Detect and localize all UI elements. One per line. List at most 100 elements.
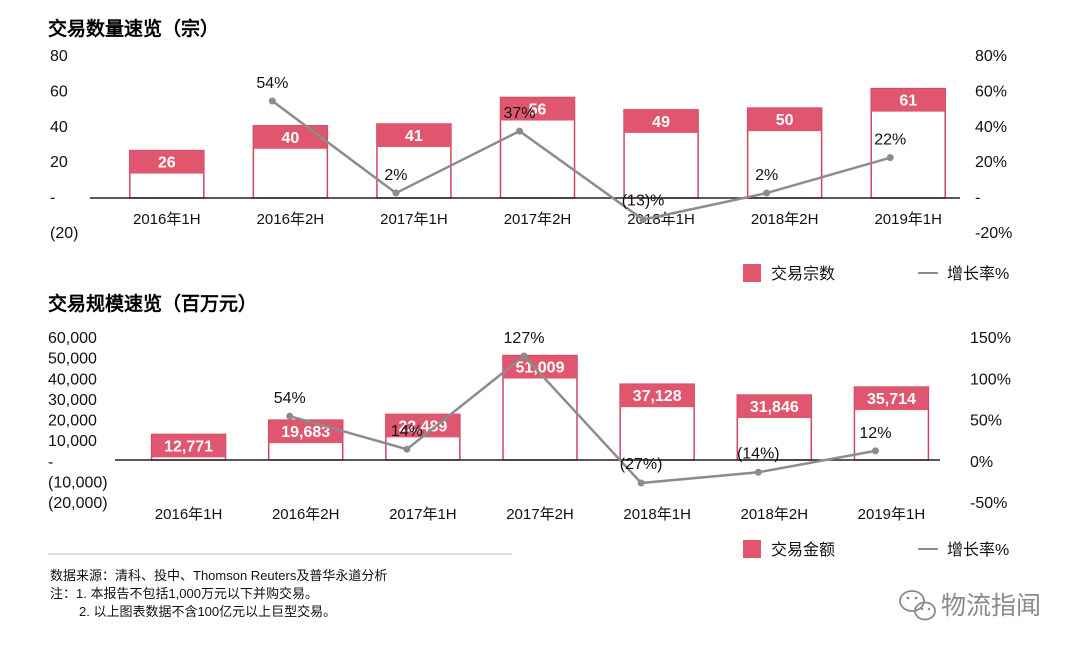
left-tick-label: 20,000 xyxy=(48,413,97,430)
growth-label: (14%) xyxy=(737,445,780,462)
right-tick-label: 20% xyxy=(975,154,1007,171)
right-tick-label: 60% xyxy=(975,83,1007,100)
category-label: 2017年1H xyxy=(389,506,457,523)
growth-point xyxy=(763,189,771,197)
right-tick-label: - xyxy=(975,190,980,207)
left-tick-label: (10,000) xyxy=(48,474,108,491)
growth-point xyxy=(520,352,528,360)
chart-1-legend: 交易宗数 增长率% xyxy=(743,264,1009,283)
category-label: 2018年1H xyxy=(623,506,691,523)
chart-2-left-axis: 60,000 50,000 40,000 30,000 20,000 10,000 - (10… xyxy=(48,330,108,512)
bar-cap xyxy=(253,125,328,149)
bar-value-label: 61 xyxy=(899,93,917,110)
growth-label: (13)% xyxy=(622,193,665,210)
bar-cap xyxy=(503,355,577,379)
bar-cap xyxy=(376,124,451,148)
right-tick-label: -50% xyxy=(970,495,1007,512)
chart-2-right-axis: 150% 100% 50% 0% -50% xyxy=(970,330,1011,512)
growth-point xyxy=(639,216,647,224)
bar: 12,771 xyxy=(150,433,227,461)
bar-cap xyxy=(385,414,460,438)
watermark-text: 物流指闻 xyxy=(941,592,1041,620)
transaction-value-chart: 交易规模速览（百万元） 60,000 50,000 40,000 30,000 20,0… xyxy=(48,292,1011,559)
growth-point xyxy=(637,479,645,487)
bar-value-label: 19,683 xyxy=(281,424,330,441)
chart-2-bars: 12,771 19,683 22,489 51,009 37,128 31,846 35,7… xyxy=(150,354,930,461)
left-tick-label: (20) xyxy=(50,225,78,242)
watermark: 物流指闻 xyxy=(899,590,1041,621)
bar: 31,846 xyxy=(736,394,813,461)
growth-point xyxy=(516,127,523,135)
growth-label: 2% xyxy=(384,167,407,184)
chart-1-left-axis: 80 60 40 20 - (20) xyxy=(50,48,78,242)
bar-cap xyxy=(624,109,699,133)
left-tick-label: - xyxy=(50,190,55,207)
chart-2-title: 交易规模速览（百万元） xyxy=(48,292,257,315)
growth-label: (27%) xyxy=(620,456,663,473)
category-label: 2016年2H xyxy=(272,506,340,523)
left-tick-label: 80 xyxy=(50,48,68,65)
bar-cap xyxy=(737,395,812,419)
bar-cap xyxy=(151,434,226,458)
bar: 19,683 xyxy=(267,419,344,461)
growth-label: 2% xyxy=(755,167,778,184)
bar-value-label: 50 xyxy=(776,112,794,129)
left-tick-label: 10,000 xyxy=(48,433,97,450)
legend-label-growth-2: 增长率% xyxy=(947,541,1009,559)
growth-label: 127% xyxy=(504,330,545,347)
growth-label: 12% xyxy=(859,425,891,442)
bar-value-label: 37,128 xyxy=(633,388,682,405)
growth-point xyxy=(392,189,400,197)
bar-value-label: 56 xyxy=(529,101,547,118)
left-tick-label: 30,000 xyxy=(48,392,97,409)
bar-value-label: 41 xyxy=(405,128,423,145)
chart-1-growth-line: 54% 2% 37% (13)% 2% 22% xyxy=(256,75,906,224)
bar: 61 xyxy=(870,87,946,199)
right-tick-label: 40% xyxy=(975,119,1007,136)
left-tick-label: 20 xyxy=(50,154,68,171)
bar-cap xyxy=(871,88,946,112)
left-tick-label: 50,000 xyxy=(48,351,97,368)
left-tick-label: 40 xyxy=(50,119,68,136)
chart-1-bars: 26 40 41 56 49 50 61 xyxy=(129,87,946,199)
legend-label-value: 交易金额 xyxy=(771,541,835,559)
bar-cap xyxy=(129,150,204,174)
bar-value-label: 12,771 xyxy=(164,438,213,455)
footer-source: 数据来源：清科、投中、Thomson Reuters及普华永道分析 xyxy=(50,568,387,583)
bar: 26 xyxy=(129,149,205,199)
legend-label-growth: 增长率% xyxy=(947,265,1009,283)
bar-value-label: 26 xyxy=(158,155,176,172)
bar: 40 xyxy=(252,125,329,199)
right-tick-label: 150% xyxy=(970,330,1011,347)
bar: 56 xyxy=(499,96,576,199)
right-tick-label: -20% xyxy=(975,225,1012,242)
category-label: 2018年2H xyxy=(751,211,819,228)
chart-1-category-labels: 2016年1H 2016年2H 2017年1H 2017年2H 2018年1H 2018年… xyxy=(133,211,942,228)
category-label: 2019年1H xyxy=(874,211,942,228)
footer-note-2: 2. 以上图表数据不含100亿元以上巨型交易。 xyxy=(79,604,336,619)
growth-point xyxy=(286,412,294,420)
right-tick-label: 50% xyxy=(970,413,1002,430)
bar-cap xyxy=(500,97,575,121)
wechat-icon xyxy=(899,590,936,621)
right-tick-label: 80% xyxy=(975,48,1007,65)
legend-label-count: 交易宗数 xyxy=(771,265,835,283)
legend-swatch-value xyxy=(743,540,761,558)
chart-2-category-labels: 2016年1H 2016年2H 2017年1H 2017年2H 2018年1H 2018年… xyxy=(155,506,925,523)
bar: 50 xyxy=(746,107,823,199)
bar-value-label: 31,846 xyxy=(750,399,799,416)
right-tick-label: 0% xyxy=(970,454,993,471)
category-label: 2016年1H xyxy=(133,211,201,228)
bar-cap xyxy=(854,387,929,411)
growth-label: 22% xyxy=(874,132,906,149)
bar-value-label: 35,714 xyxy=(867,391,916,408)
bar-cap xyxy=(620,384,695,408)
growth-point xyxy=(886,154,894,162)
legend-swatch-count xyxy=(743,264,761,282)
growth-label: 37% xyxy=(503,105,535,122)
left-tick-label: 40,000 xyxy=(48,371,97,388)
growth-label: 54% xyxy=(256,75,288,92)
left-tick-label: 60,000 xyxy=(48,330,97,347)
footer-note-1: 注：1. 本报告不包括1,000万元以下并购交易。 xyxy=(50,586,318,601)
bar-value-label: 40 xyxy=(281,130,299,147)
